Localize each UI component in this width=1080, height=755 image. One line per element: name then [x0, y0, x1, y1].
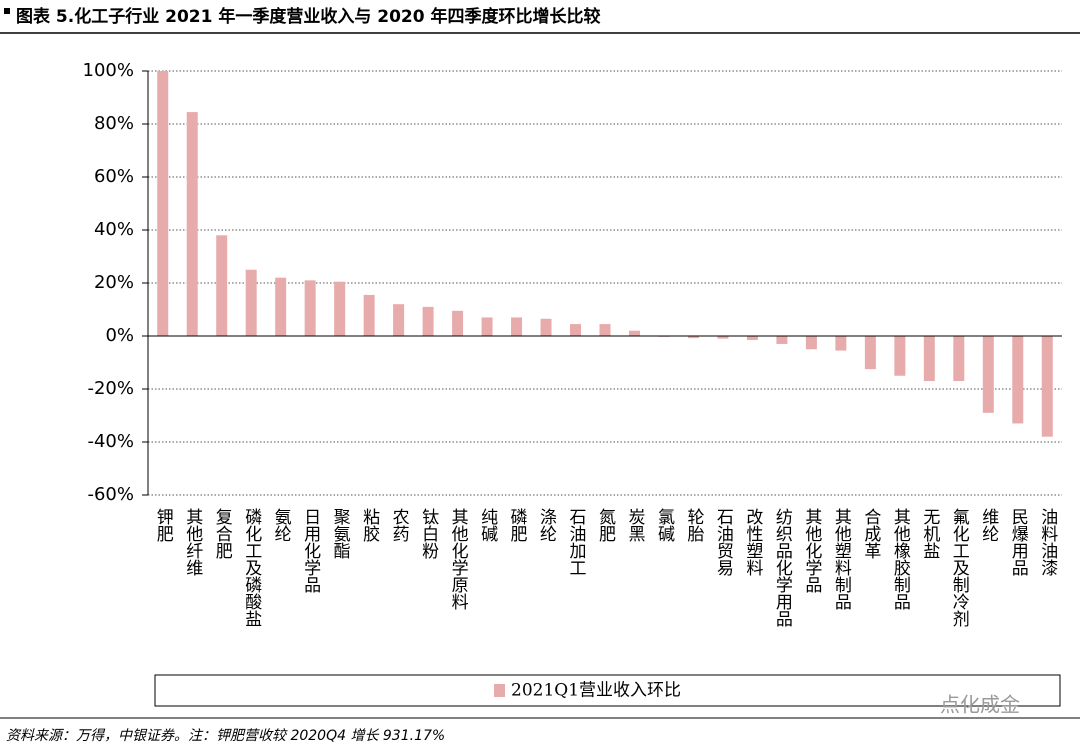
bar — [393, 304, 405, 336]
x-tick-label: 轮胎 — [683, 508, 704, 543]
x-tick-label: 石油贸易 — [713, 508, 734, 577]
x-tick-label: 维纶 — [978, 508, 999, 542]
bar — [1041, 336, 1053, 437]
x-tick-label: 复合肥 — [212, 508, 233, 559]
x-tick-label: 聚氨酯 — [330, 508, 351, 559]
bar — [157, 71, 169, 336]
y-tick-label: -60% — [87, 484, 134, 505]
source-note: 资料来源：万得，中银证券。注：钾肥营收较 2020Q4 增长 931.17% — [6, 728, 445, 744]
y-tick-label: 60% — [94, 166, 134, 187]
y-tick-label: 40% — [94, 219, 134, 240]
x-tick-label: 纺织品化学用品 — [772, 508, 793, 627]
x-tick-label: 其他橡胶制品 — [890, 508, 911, 610]
bar — [481, 317, 493, 336]
bar — [805, 336, 817, 350]
x-tick-label: 油料油漆 — [1037, 508, 1058, 576]
bar — [923, 336, 935, 382]
y-tick-label: -40% — [87, 431, 134, 452]
x-tick-label: 氮肥 — [595, 508, 616, 542]
bar — [746, 336, 758, 340]
bar — [1012, 336, 1024, 424]
x-tick-label: 磷化工及磷酸盐 — [241, 508, 262, 627]
bar — [982, 336, 994, 413]
y-tick-label: -20% — [87, 378, 134, 399]
x-tick-label: 合成革 — [860, 508, 881, 559]
bar — [275, 277, 287, 336]
x-tick-label: 氨纶 — [271, 508, 292, 542]
x-tick-label: 钛白粉 — [418, 508, 439, 559]
x-tick-label: 民爆用品 — [1008, 508, 1029, 576]
x-tick-label: 其他纤维 — [182, 508, 203, 576]
x-tick-label: 涤纶 — [536, 508, 557, 542]
legend-box — [154, 674, 1061, 707]
x-tick-label: 改性塑料 — [742, 508, 763, 576]
y-tick-label: 80% — [94, 113, 134, 134]
bar — [570, 324, 582, 336]
bar — [245, 269, 257, 336]
x-tick-label: 磷肥 — [507, 508, 528, 542]
x-tick-label: 粘胶 — [359, 508, 380, 543]
bar — [511, 317, 523, 336]
bar — [216, 235, 228, 336]
plot-area — [157, 71, 1053, 437]
x-tick-label: 其他塑料制品 — [831, 508, 852, 610]
x-tick-label: 炭黑 — [624, 508, 645, 542]
bar — [452, 310, 464, 336]
bar — [776, 336, 788, 344]
y-tick-label: 100% — [83, 60, 134, 81]
bar — [599, 324, 611, 336]
x-tick-label: 其他化学原料 — [448, 508, 469, 610]
bar — [687, 336, 699, 339]
watermark: 点化成金 — [940, 693, 1020, 717]
bar — [540, 318, 552, 336]
bar — [894, 336, 906, 376]
bar — [186, 112, 198, 336]
x-tick-label: 石油加工 — [566, 508, 587, 576]
bar — [953, 336, 965, 382]
y-tick-label: 0% — [105, 325, 134, 346]
x-tick-label: 钾肥 — [153, 508, 174, 542]
bar — [304, 280, 316, 336]
x-tick-label: 无机盐 — [919, 508, 940, 559]
legend-swatch — [494, 684, 505, 697]
bar — [628, 330, 640, 336]
bar — [363, 294, 375, 336]
bar — [717, 336, 729, 339]
x-tick-label: 氟化工及制冷剂 — [949, 508, 970, 628]
bar — [334, 281, 346, 336]
chart-title: 图表 5.化工子行业 2021 年一季度营业收入与 2020 年四季度环比增长比… — [16, 6, 601, 27]
x-tick-label: 氯碱 — [654, 508, 675, 543]
y-tick-label: 20% — [94, 272, 134, 293]
bar — [422, 306, 434, 336]
x-tick-label: 日用化学品 — [300, 508, 321, 593]
bar — [864, 336, 876, 370]
title-bullet — [4, 8, 10, 14]
bar — [835, 336, 847, 351]
x-tick-label: 纯碱 — [477, 508, 498, 543]
legend-label: 2021Q1营业收入环比 — [511, 681, 681, 701]
x-tick-label: 其他化学品 — [801, 508, 822, 593]
x-tick-label: 农药 — [389, 508, 410, 543]
